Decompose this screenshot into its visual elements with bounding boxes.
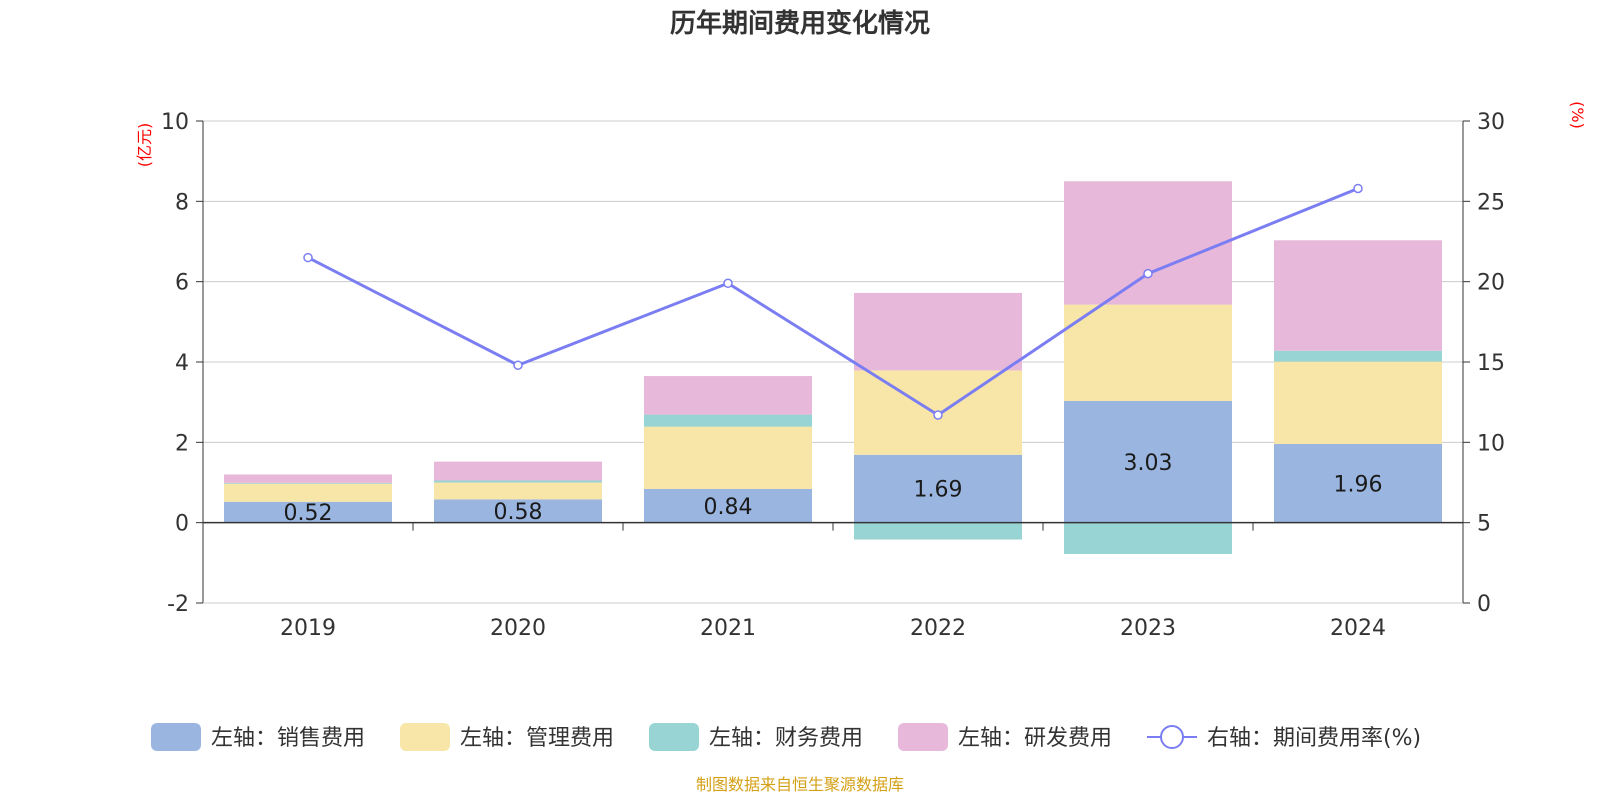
bar-1-2022 <box>854 454 1022 523</box>
rate-point-2019 <box>303 252 313 263</box>
bar-1-2023 <box>1064 400 1232 523</box>
bar-3-2020 <box>434 480 602 483</box>
rate-point-2021 <box>723 278 733 289</box>
source-note: 制图数据来自恒生聚源数据库 <box>696 775 904 794</box>
rate-line <box>303 183 1363 420</box>
right-axis-unit: (%) <box>1568 101 1587 129</box>
x-tick-label-2022: 2022 <box>910 616 966 641</box>
bar-4-2022 <box>854 292 1022 371</box>
left-axis-unit: (亿元) <box>135 123 154 168</box>
bar-2-2023 <box>1064 304 1232 401</box>
rate-point-2024 <box>1353 183 1363 194</box>
left-tick-label: 10 <box>161 110 189 135</box>
bar-4-2020 <box>434 461 602 481</box>
bar-3-2024 <box>1274 350 1442 362</box>
legend: 左轴：销售费用 左轴：管理费用 左轴：财务费用 左轴：研发费用 右轴：期间费用率(%) <box>151 723 1421 751</box>
data-label-2023: 3.03 <box>1124 451 1173 476</box>
rate-point-2020 <box>513 360 523 370</box>
bar-4-2021 <box>644 376 812 415</box>
bar-3-2019 <box>224 482 392 484</box>
data-labels: 0.52 0.58 0.84 1.69 3.03 1.96 <box>284 451 1383 526</box>
left-tick-label: 8 <box>175 190 189 215</box>
left-tick-label: 0 <box>175 512 189 537</box>
left-tick-label: 4 <box>175 351 189 376</box>
rate-point-2023 <box>1143 268 1153 279</box>
bar-stacks <box>224 181 1442 554</box>
tick-labels: -2 0 2 4 6 8 10 0 5 10 15 20 25 30 2019 2020 2021 2022 202… <box>161 110 1505 641</box>
right-tick-label: 10 <box>1477 431 1505 456</box>
legend-label-2: 左轴：管理费用 <box>460 726 614 751</box>
x-tick-label-2024: 2024 <box>1330 616 1386 641</box>
legend-swatch-1 <box>151 723 201 751</box>
data-label-2021: 0.84 <box>704 495 753 520</box>
legend-swatch-3 <box>649 723 699 751</box>
legend-label-5: 右轴：期间费用率(%) <box>1207 726 1421 751</box>
right-tick-label: 30 <box>1477 110 1505 135</box>
bar-1-2020 <box>434 499 602 523</box>
legend-swatch-4 <box>898 723 948 751</box>
legend-label-4: 左轴：研发费用 <box>958 726 1112 751</box>
right-tick-label: 25 <box>1477 190 1505 215</box>
left-tick-label: 6 <box>175 271 189 296</box>
bar-1-2024 <box>1274 443 1442 523</box>
rate-point-2022 <box>933 410 943 420</box>
bar-3-2022 <box>854 522 1022 540</box>
bar-1-2021 <box>644 488 812 523</box>
data-label-2019: 0.52 <box>284 501 333 526</box>
bar-4-2024 <box>1274 240 1442 351</box>
left-tick-label: -2 <box>167 592 189 617</box>
x-tick-label-2021: 2021 <box>700 616 756 641</box>
legend-label-1: 左轴：销售费用 <box>211 726 365 751</box>
bar-2-2021 <box>644 426 812 489</box>
right-tick-label: 0 <box>1477 592 1491 617</box>
x-tick-label-2019: 2019 <box>280 616 336 641</box>
data-label-2022: 1.69 <box>914 478 963 503</box>
data-label-2024: 1.96 <box>1334 472 1383 497</box>
right-tick-label: 5 <box>1477 512 1491 537</box>
left-tick-label: 2 <box>175 431 189 456</box>
rate-line-path <box>307 187 1359 417</box>
legend-swatch-2 <box>400 723 450 751</box>
legend-line-marker <box>1160 725 1184 749</box>
bar-3-2023 <box>1064 522 1232 554</box>
x-tick-label-2020: 2020 <box>490 616 546 641</box>
bar-2-2024 <box>1274 361 1442 444</box>
bar-1-2019 <box>224 501 392 523</box>
legend-label-3: 左轴：财务费用 <box>709 726 863 751</box>
chart-title: 历年期间费用变化情况 <box>670 8 930 39</box>
x-tick-label-2023: 2023 <box>1120 616 1176 641</box>
bar-4-2019 <box>224 474 392 483</box>
data-label-2020: 0.58 <box>494 500 543 525</box>
bar-2-2020 <box>434 482 602 500</box>
right-tick-label: 15 <box>1477 351 1505 376</box>
bar-2-2019 <box>224 483 392 502</box>
right-tick-label: 20 <box>1477 271 1505 296</box>
bar-4-2023 <box>1064 181 1232 305</box>
bar-3-2021 <box>644 414 812 427</box>
